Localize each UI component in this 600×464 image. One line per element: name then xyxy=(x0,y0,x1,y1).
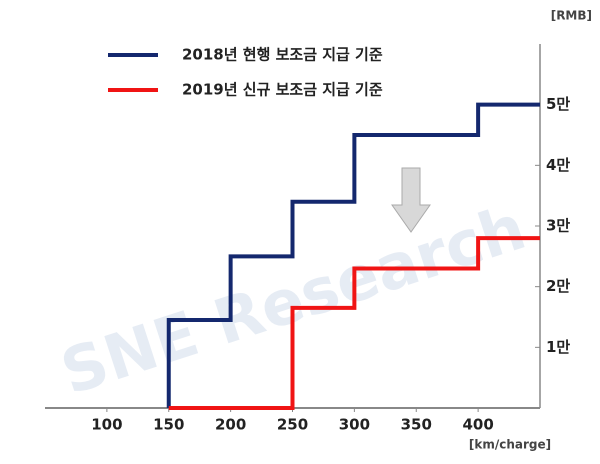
y-tick-label: 5만 xyxy=(546,95,570,113)
x-tick-label: 400 xyxy=(462,416,493,434)
y-tick-label: 3만 xyxy=(546,217,570,235)
x-tick-label: 350 xyxy=(401,416,432,434)
x-tick-label: 250 xyxy=(277,416,308,434)
x-tick-label: 300 xyxy=(339,416,370,434)
legend-label: 2018년 현행 보조금 지급 기준 xyxy=(182,46,383,64)
series-line xyxy=(166,102,540,408)
y-tick-label: 1만 xyxy=(546,338,570,356)
x-tick-label: 150 xyxy=(153,416,184,434)
down-arrow xyxy=(391,167,431,233)
x-unit: [km/charge] xyxy=(469,438,551,452)
x-tick-label: 100 xyxy=(91,416,122,434)
y-unit: [RMB] xyxy=(551,9,592,23)
x-tick-label: 200 xyxy=(215,416,246,434)
legend-label: 2019년 신규 보조금 지급 기준 xyxy=(182,81,383,99)
series-line xyxy=(168,236,540,410)
y-tick-label: 4만 xyxy=(546,156,570,174)
y-tick-label: 2만 xyxy=(546,277,570,295)
